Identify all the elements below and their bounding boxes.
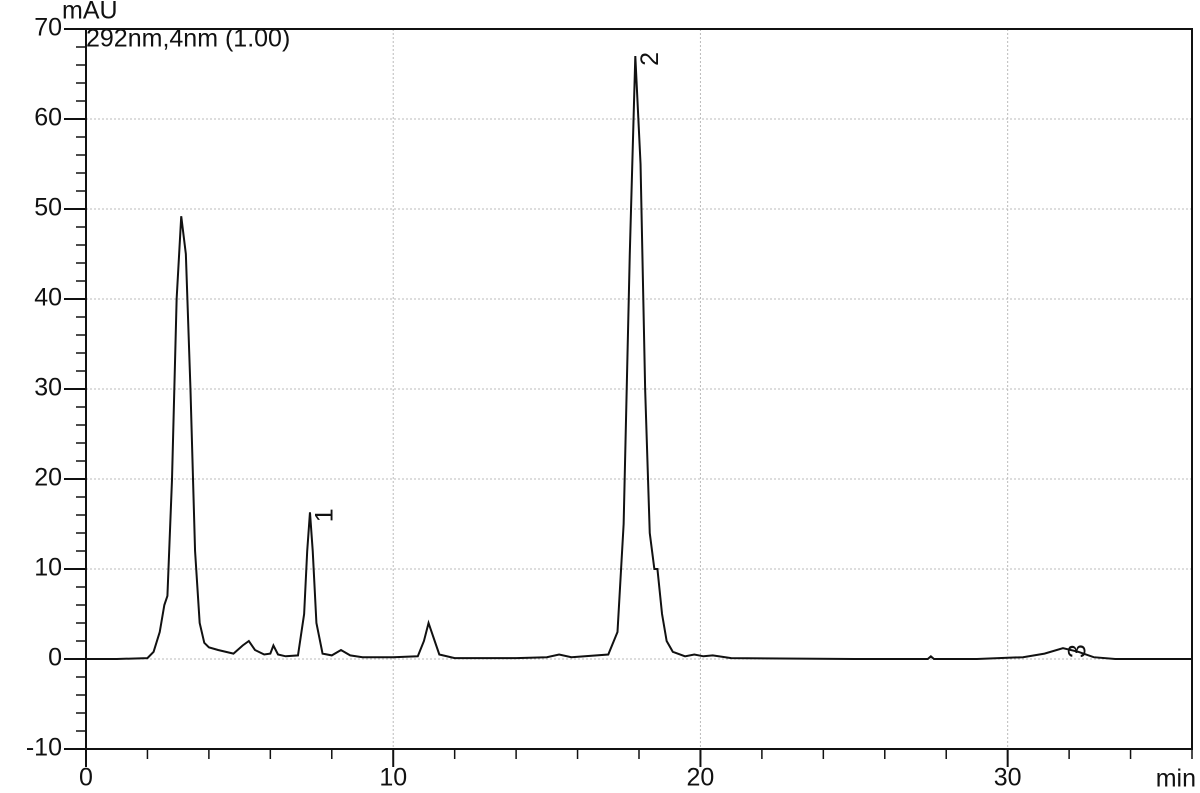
y-tick-label: 50 bbox=[34, 194, 62, 222]
x-tick-label: 0 bbox=[79, 764, 93, 792]
x-tick-label: 10 bbox=[379, 764, 407, 792]
y-tick-label: 30 bbox=[34, 374, 62, 402]
y-tick-label: 40 bbox=[34, 284, 62, 312]
y-axis-label: mAU bbox=[62, 0, 118, 25]
y-tick-label: 10 bbox=[34, 554, 62, 582]
peak-label: 1 bbox=[311, 508, 339, 522]
y-tick-label: -10 bbox=[26, 734, 62, 762]
y-tick-label: 20 bbox=[34, 464, 62, 492]
peak-label: 2 bbox=[636, 52, 664, 66]
x-tick-label: 20 bbox=[687, 764, 715, 792]
trace bbox=[86, 55, 1192, 660]
peak-label: 3 bbox=[1064, 644, 1092, 658]
y-tick-label: 60 bbox=[34, 104, 62, 132]
y-tick-label: 0 bbox=[48, 644, 62, 672]
x-axis-label: min bbox=[1156, 765, 1196, 793]
y-tick-label: 70 bbox=[34, 14, 62, 42]
x-tick-label: 30 bbox=[994, 764, 1022, 792]
plot-frame bbox=[85, 28, 1193, 750]
